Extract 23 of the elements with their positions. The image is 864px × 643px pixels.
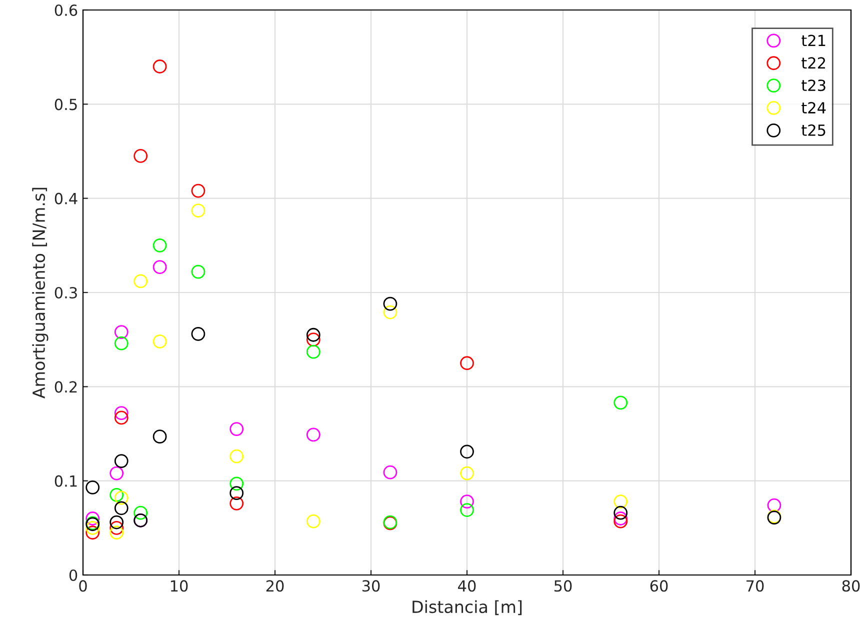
y-tick-label: 0 xyxy=(69,569,78,582)
x-tick-label: 40 xyxy=(458,580,476,592)
x-tick-label: 80 xyxy=(842,580,860,592)
legend-label: t24 xyxy=(802,102,826,114)
x-tick-label: 50 xyxy=(554,580,572,592)
y-tick-label: 0.6 xyxy=(54,4,78,16)
x-tick-label: 60 xyxy=(650,580,668,592)
x-tick-label: 0 xyxy=(79,580,87,592)
y-tick-label: 0.2 xyxy=(54,381,77,393)
legend-label: t25 xyxy=(802,124,826,136)
y-tick-label: 0.3 xyxy=(54,286,77,299)
x-tick-label: 30 xyxy=(362,580,380,592)
legend-label: t23 xyxy=(802,80,826,92)
x-tick-label: 10 xyxy=(170,580,188,592)
legend-label: t21 xyxy=(802,34,826,46)
x-tick-label: 20 xyxy=(266,580,284,592)
y-tick-label: 0.1 xyxy=(54,475,77,487)
y-tick-label: 0.4 xyxy=(54,192,78,204)
x-tick-label: 70 xyxy=(746,580,764,592)
y-axis-title: Amortiguamiento [N/m.s] xyxy=(32,188,48,398)
x-axis-title: Distancia [m] xyxy=(412,600,522,616)
legend-label: t22 xyxy=(802,57,826,68)
y-tick-label: 0.5 xyxy=(54,98,77,110)
